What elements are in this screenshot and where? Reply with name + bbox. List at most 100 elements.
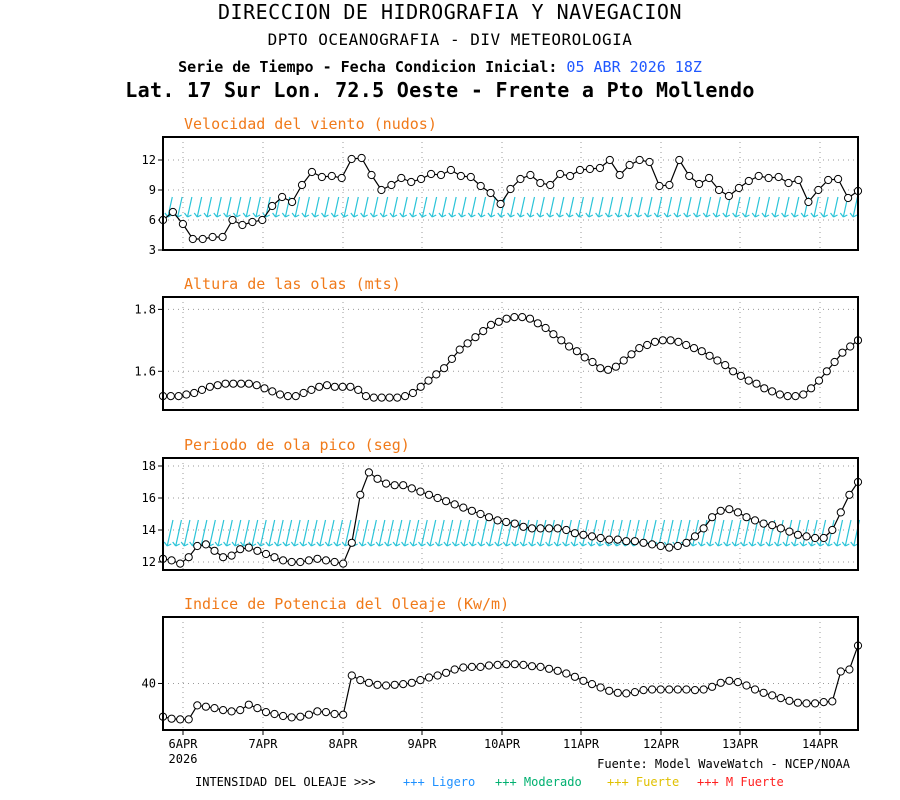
init-date: 05 ABR 2026 18Z — [566, 58, 702, 76]
data-point — [605, 155, 614, 165]
direction-arrow-head — [375, 541, 380, 547]
data-point — [493, 660, 502, 670]
direction-arrow-head — [608, 214, 613, 218]
data-point — [575, 165, 585, 175]
data-point — [291, 392, 300, 401]
data-point — [682, 685, 691, 694]
direction-arrow — [675, 519, 683, 547]
data-point — [699, 524, 708, 533]
data-point — [467, 506, 476, 515]
direction-arrow — [454, 519, 462, 547]
direction-arrow-head — [696, 214, 701, 218]
direction-arrow-head — [539, 543, 545, 547]
data-point — [201, 702, 210, 711]
y-tick-label: 16 — [142, 491, 156, 505]
data-point — [622, 689, 631, 698]
direction-arrow-head — [334, 214, 339, 218]
data-point — [197, 385, 207, 394]
direction-arrow — [676, 196, 682, 218]
direction-arrow-head — [546, 212, 551, 218]
direction-arrow-head — [500, 214, 505, 218]
direction-arrow-head — [382, 214, 388, 218]
direction-arrow-head — [816, 541, 821, 547]
direction-arrow-head — [421, 543, 426, 547]
direction-arrow-head — [777, 543, 782, 547]
direction-arrow — [844, 519, 852, 547]
direction-arrow — [666, 519, 674, 547]
data-point — [387, 180, 396, 190]
direction-arrow — [314, 196, 320, 218]
data-point — [536, 178, 545, 188]
direction-arrow — [813, 196, 819, 218]
direction-arrow-head — [360, 212, 365, 218]
data-point — [754, 171, 763, 181]
data-point — [716, 678, 725, 687]
direction-arrow-head — [336, 543, 342, 547]
direction-arrow-head — [819, 543, 825, 547]
direction-arrow-head — [836, 543, 842, 547]
data-point — [476, 509, 485, 519]
direction-arrow-head — [686, 214, 691, 218]
data-point — [724, 191, 734, 201]
direction-arrow-head — [800, 212, 805, 218]
data-point — [338, 382, 347, 391]
direction-arrow-head — [734, 543, 740, 547]
direction-arrow-head — [588, 214, 594, 218]
data-point — [432, 370, 441, 379]
data-point — [244, 543, 253, 552]
data-point — [493, 516, 502, 525]
direction-arrow — [717, 519, 725, 547]
direction-arrow — [196, 196, 203, 218]
direction-arrow-head — [510, 214, 515, 218]
y-tick-label: 6 — [149, 213, 156, 227]
direction-arrow-head — [177, 214, 182, 218]
data-point — [304, 710, 313, 719]
data-point — [174, 392, 183, 401]
direction-arrow-head — [850, 541, 855, 547]
direction-arrow — [175, 519, 183, 547]
data-point — [459, 503, 468, 512]
data-point — [845, 490, 854, 499]
y-tick-label: 3 — [149, 243, 156, 257]
data-point — [227, 707, 236, 716]
data-point — [447, 354, 456, 363]
data-point — [768, 691, 777, 700]
direction-arrow-head — [813, 214, 819, 218]
data-point — [484, 513, 494, 522]
data-point — [536, 524, 545, 533]
x-tick-label: 7APR — [249, 737, 279, 751]
data-point — [596, 533, 605, 543]
data-point — [377, 185, 386, 195]
direction-arrow — [451, 196, 457, 218]
data-point — [658, 336, 667, 345]
direction-arrow-head — [666, 214, 672, 218]
direction-arrow-head — [833, 541, 838, 547]
direction-arrow — [446, 519, 454, 547]
data-point — [819, 698, 828, 707]
direction-arrow-head — [480, 543, 486, 547]
data-point — [390, 680, 399, 689]
direction-arrow — [488, 519, 496, 547]
direction-arrow-head — [507, 212, 511, 218]
data-point — [496, 199, 505, 209]
direction-arrow-head — [353, 214, 359, 218]
data-point — [784, 178, 793, 188]
panel-title: Velocidad del viento (nudos) — [184, 115, 437, 133]
direction-arrow — [725, 196, 731, 218]
data-point — [553, 524, 562, 533]
direction-arrow-head — [784, 214, 789, 218]
direction-arrow-head — [715, 214, 721, 218]
data-point — [799, 390, 808, 399]
data-point — [337, 173, 346, 183]
direction-arrow — [519, 196, 526, 218]
plot-frame — [162, 616, 859, 731]
direction-arrow-head — [807, 541, 812, 547]
data-point — [562, 669, 571, 678]
direction-arrow-head — [183, 543, 189, 547]
direction-arrow-head — [683, 212, 688, 218]
data-point — [339, 710, 348, 719]
direction-arrow — [705, 196, 712, 218]
data-point — [424, 490, 434, 499]
data-point — [673, 541, 682, 551]
direction-arrow-head — [314, 214, 319, 218]
